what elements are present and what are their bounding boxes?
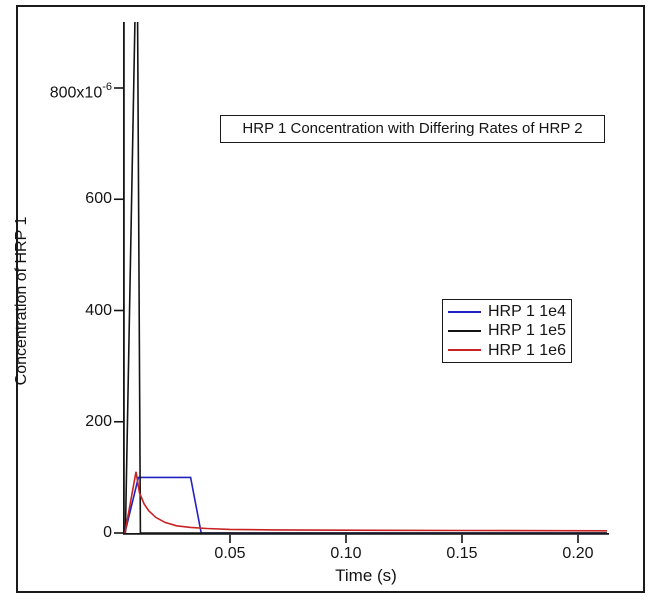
x-axis-title: Time (s) [335,566,397,585]
x-tick-label: 0.05 [214,545,246,562]
x-tick-label: 0.15 [446,545,478,562]
legend-line-swatch [448,349,481,352]
y-tick-label: 200 [85,412,112,430]
y-axis-title: Concentration of HRP 1 [13,216,30,386]
y-tick-label: 0 [103,524,112,541]
legend-label: HRP 1 1e6 [488,341,566,359]
legend: HRP 1 1e4 HRP 1 1e5 HRP 1 1e6 [442,299,572,363]
legend-label: HRP 1 1e4 [488,303,566,321]
x-tick-label: 0.10 [330,545,362,562]
legend-item: HRP 1 1e6 [443,341,571,360]
legend-item: HRP 1 1e4 [443,302,571,321]
x-tick-label: 0.20 [562,545,594,562]
y-tick-label: 600 [85,190,112,208]
y-tick-label: 800x10-6 [49,81,112,102]
legend-label: HRP 1 1e5 [488,322,566,340]
legend-item: HRP 1 1e5 [443,321,571,340]
legend-line-swatch [448,310,481,313]
chart-title: HRP 1 Concentration with Differing Rates… [220,115,605,143]
legend-line-swatch [448,329,481,332]
y-tick-label: 400 [85,301,112,319]
